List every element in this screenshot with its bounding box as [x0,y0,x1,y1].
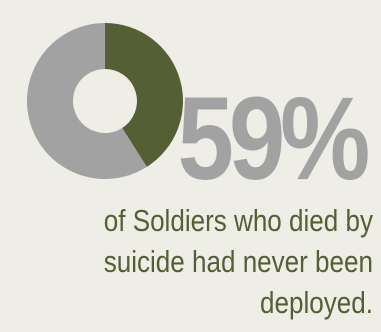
stat-caption: of Soldiers who died by suicide had neve… [13,200,373,323]
stat-value: 59% [177,73,370,205]
caption-line: of Soldiers who died by [103,203,373,238]
caption-line: deployed. [260,285,373,320]
donut-slice-deployed [26,23,147,179]
donut-slice-never-deployed [105,23,183,167]
donut-chart [26,23,183,179]
caption-line: suicide had never been [103,244,373,279]
